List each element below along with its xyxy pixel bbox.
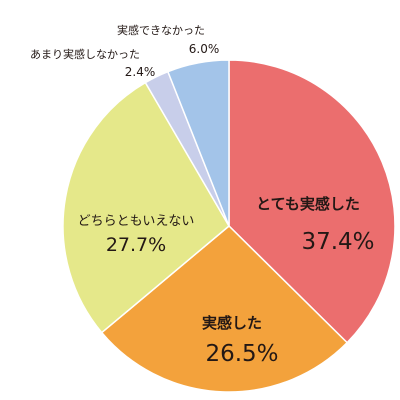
pie-slice-0: [228, 59, 396, 344]
slice-label-4: 実感できなかった: [117, 23, 205, 37]
slice-label-0: とても実感した: [256, 195, 360, 213]
slice-value-3: 2.4%: [125, 65, 156, 79]
pie-labels: とても実感した 37.4% 実感した 26.5% どちらともいえない 27.7%…: [30, 23, 375, 367]
slice-label-1: 実感した: [202, 314, 262, 332]
pie-slice-1: [101, 225, 348, 393]
slice-value-2: 27.7%: [106, 234, 166, 256]
slice-value-0: 37.4%: [301, 229, 374, 255]
pie-slice-4: [167, 59, 230, 227]
pie-slice-2: [62, 81, 230, 334]
slice-label-2: どちらともいえない: [78, 214, 195, 229]
pie-slices: [62, 59, 396, 393]
slice-value-4: 6.0%: [189, 42, 220, 56]
slice-value-1: 26.5%: [205, 341, 278, 367]
slice-label-3: あまり実感しなかった: [30, 47, 140, 61]
